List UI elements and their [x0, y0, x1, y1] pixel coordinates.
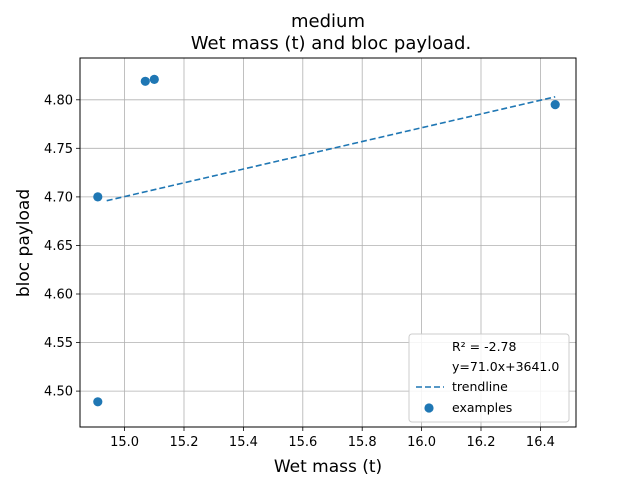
scatter-point — [149, 74, 159, 84]
chart-title-line1: medium — [291, 11, 365, 32]
legend-trendline-label: trendline — [452, 379, 508, 394]
x-tick-label: 15.6 — [288, 435, 317, 450]
chart-title-line2: Wet mass (t) and bloc payload. — [191, 33, 471, 54]
legend-r2-text: R² = -2.78 — [452, 339, 517, 354]
legend: R² = -2.78 y=71.0x+3641.0 trendline exam… — [408, 333, 570, 423]
y-tick-label: 4.65 — [44, 239, 73, 254]
scatter-point — [550, 100, 560, 110]
legend-equation-text: y=71.0x+3641.0 — [452, 359, 559, 374]
x-tick-label: 15.4 — [229, 435, 258, 450]
x-tick-label: 15.2 — [170, 435, 199, 450]
y-axis-label: bloc payload — [14, 189, 34, 297]
x-tick-label: 16.4 — [526, 435, 555, 450]
scatter-point — [93, 397, 103, 407]
y-tick-label: 4.50 — [44, 385, 73, 400]
x-tick-label: 15.0 — [110, 435, 139, 450]
y-tick-label: 4.70 — [44, 190, 73, 205]
y-tick-label: 4.75 — [44, 142, 73, 157]
y-tick-label: 4.60 — [44, 288, 73, 303]
x-axis-label: Wet mass (t) — [274, 457, 382, 477]
x-axis-ticks: 15.0 15.2 15.4 15.6 15.8 16.0 16.2 16.4 — [110, 427, 555, 450]
legend-examples-label: examples — [452, 400, 512, 415]
x-tick-label: 16.2 — [467, 435, 496, 450]
trendline — [106, 96, 556, 202]
y-tick-label: 4.55 — [44, 336, 73, 351]
scatter-point — [140, 76, 150, 86]
x-tick-label: 16.0 — [407, 435, 436, 450]
legend-examples-swatch — [424, 403, 434, 413]
y-axis-ticks: 4.50 4.55 4.60 4.65 4.70 4.75 4.80 — [44, 93, 80, 400]
scatter-point — [93, 192, 103, 202]
y-tick-label: 4.80 — [44, 93, 73, 108]
legend-box — [408, 333, 570, 423]
axes-frame — [79, 57, 577, 428]
x-tick-label: 15.8 — [348, 435, 377, 450]
scatter-points — [93, 74, 560, 407]
